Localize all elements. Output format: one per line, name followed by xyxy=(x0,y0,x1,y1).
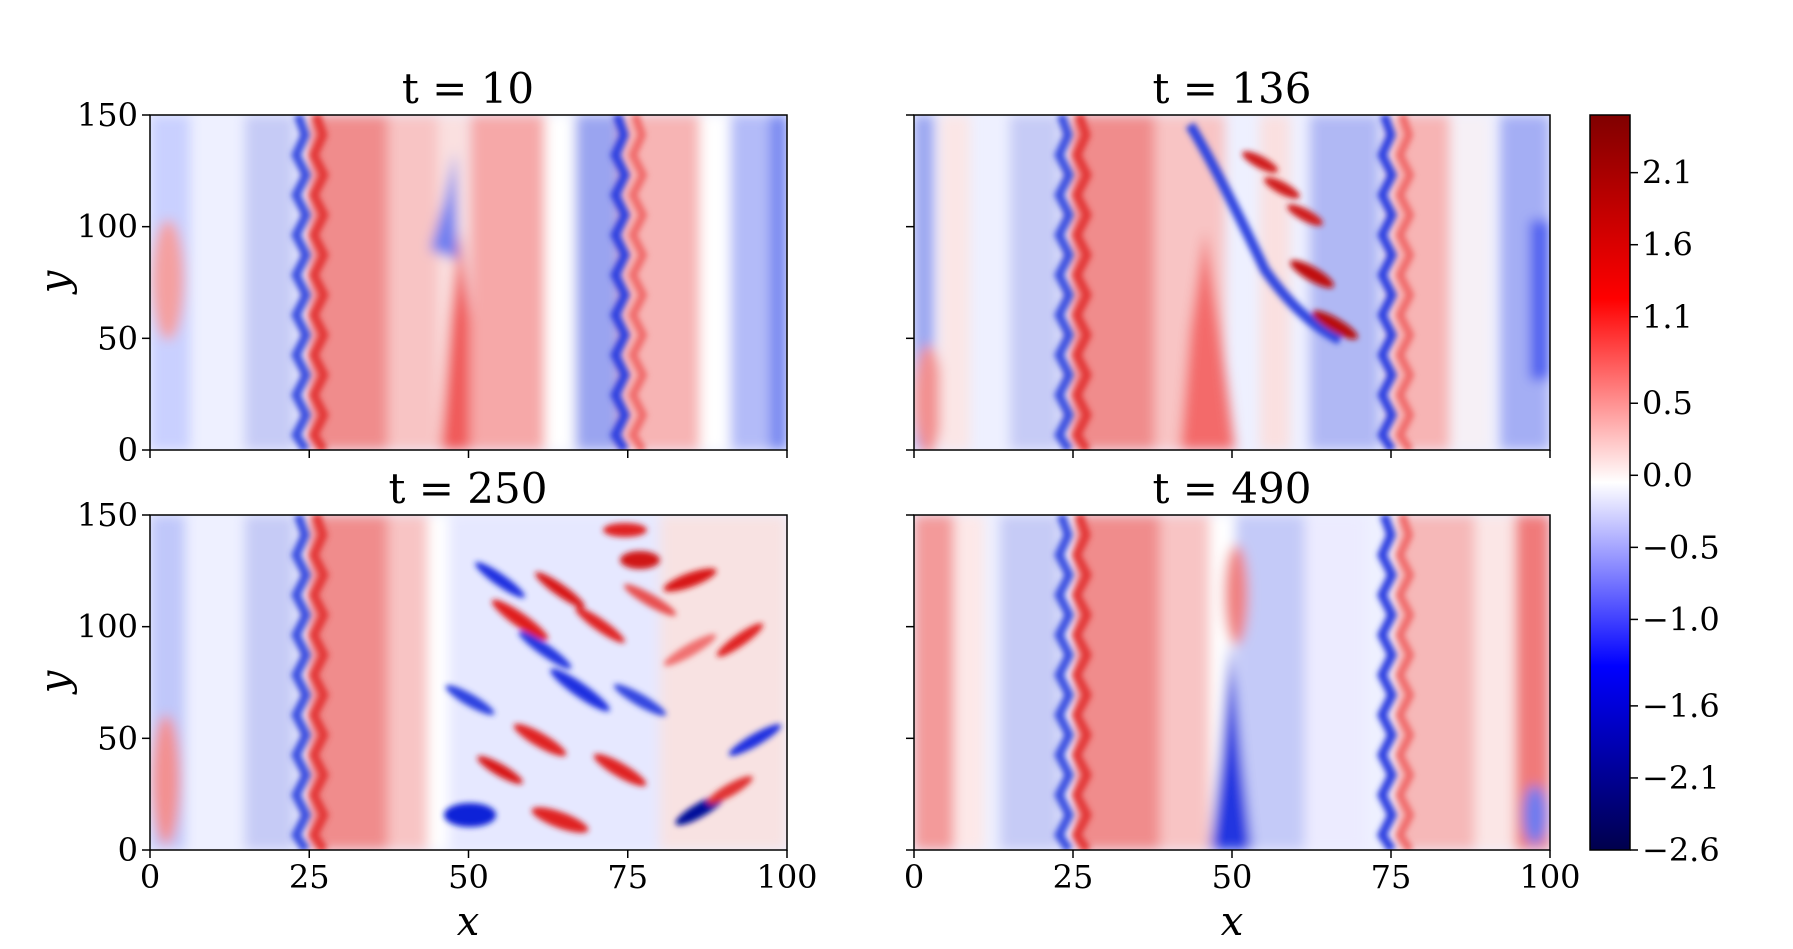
x-tick-label-p3-3: 75 xyxy=(1371,858,1412,896)
x-tick-label-p3-2: 50 xyxy=(1212,858,1253,896)
y-axis-label-bottom: y xyxy=(32,669,78,695)
x-tick-label-p3-4: 100 xyxy=(1519,858,1580,896)
axis-ticks: 0 50 100 150 0 25 50 75 100 0 50 100 150 0 25 50 75 100 xyxy=(77,96,1581,896)
colorbar-tick-label-0: 2.1 xyxy=(1642,154,1693,192)
colorbar-tick-label-3: 0.5 xyxy=(1642,384,1693,422)
x-tick-label-p2-0: 0 xyxy=(140,858,160,896)
panel-title-t490: t = 490 xyxy=(1153,464,1312,513)
field-t250 xyxy=(150,515,787,850)
panel-t490: t = 490 xyxy=(913,464,1551,851)
panel-title-t10: t = 10 xyxy=(402,64,534,113)
colorbar-tick-label-6: −1.0 xyxy=(1642,600,1720,638)
colorbar-tick-label-9: −2.6 xyxy=(1642,831,1720,869)
y-tick-label-p0-2: 100 xyxy=(77,208,138,246)
field-t136 xyxy=(914,115,1550,450)
panel-t136: t = 136 xyxy=(913,64,1551,451)
y-tick-label-p0-3: 150 xyxy=(77,96,138,134)
y-tick-label-p2-0: 0 xyxy=(118,831,138,869)
panel-t10: t = 10 xyxy=(149,64,788,451)
y-axis-label-top: y xyxy=(32,269,78,295)
colorbar-gradient xyxy=(1590,115,1630,850)
panel-title-t136: t = 136 xyxy=(1153,64,1312,113)
y-tick-label-p2-1: 50 xyxy=(97,719,138,757)
panel-title-t250: t = 250 xyxy=(389,464,548,513)
colorbar-tick-label-5: −0.5 xyxy=(1642,528,1720,566)
y-tick-label-p0-1: 50 xyxy=(97,319,138,357)
colorbar-tick-label-8: −2.1 xyxy=(1642,759,1720,797)
x-tick-label-p3-0: 0 xyxy=(904,858,924,896)
colorbar-tick-label-2: 1.1 xyxy=(1642,298,1693,336)
field-t490 xyxy=(914,515,1550,850)
x-tick-label-p2-4: 100 xyxy=(756,858,817,896)
colorbar: 2.1 1.6 1.1 0.5 0.0 −0.5 −1.0 −1.6 −2.1 −2.6 xyxy=(1589,114,1720,869)
x-tick-label-p2-1: 25 xyxy=(289,858,330,896)
field-t10 xyxy=(150,115,787,450)
y-tick-label-p2-2: 100 xyxy=(77,608,138,646)
y-tick-label-p2-3: 150 xyxy=(77,496,138,534)
x-axis-label-left: x xyxy=(457,899,480,945)
x-axis-label-right: x xyxy=(1221,899,1244,945)
x-tick-label-p2-2: 50 xyxy=(448,858,489,896)
panel-t250: t = 250 xyxy=(149,464,788,851)
x-tick-label-p3-1: 25 xyxy=(1053,858,1094,896)
x-tick-label-p2-3: 75 xyxy=(607,858,648,896)
colorbar-tick-label-4: 0.0 xyxy=(1642,456,1693,494)
colorbar-ticks: 2.1 1.6 1.1 0.5 0.0 −0.5 −1.0 −1.6 −2.1 −2.6 xyxy=(1630,154,1720,869)
colorbar-frame xyxy=(1589,114,1631,851)
y-tick-label-p0-0: 0 xyxy=(118,431,138,469)
colorbar-tick-label-7: −1.6 xyxy=(1642,687,1720,725)
colorbar-tick-label-1: 1.6 xyxy=(1642,226,1693,264)
